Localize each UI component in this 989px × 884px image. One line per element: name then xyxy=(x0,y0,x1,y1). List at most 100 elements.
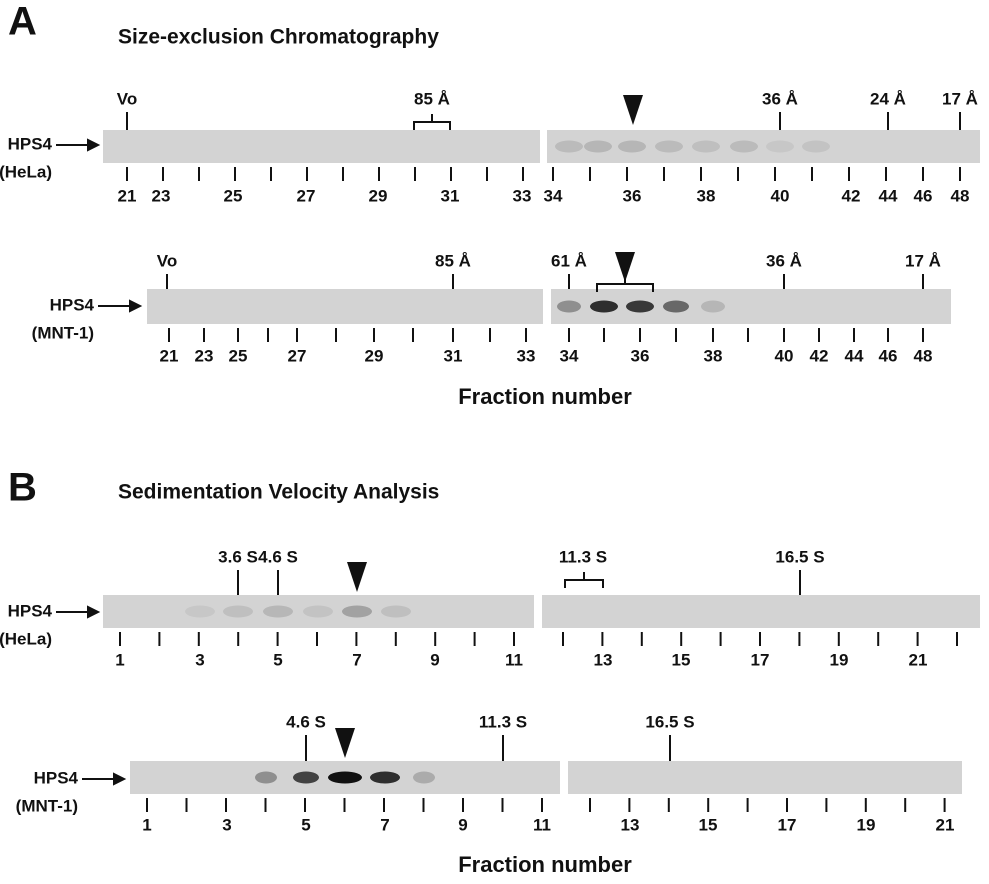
fraction-label: 15 xyxy=(672,650,691,669)
protein-arrow xyxy=(82,772,127,786)
band xyxy=(381,605,411,618)
fraction-label: 9 xyxy=(430,650,439,669)
fraction-label: 34 xyxy=(544,186,563,205)
panel-letter: B xyxy=(8,466,37,510)
marker-label: 36 Å xyxy=(766,251,802,270)
band xyxy=(255,771,277,784)
fraction-label: 42 xyxy=(842,186,861,205)
fraction-label: 36 xyxy=(631,346,650,365)
fraction-label: 7 xyxy=(380,815,389,834)
fraction-label: 29 xyxy=(369,186,388,205)
fraction-label: 33 xyxy=(513,186,532,205)
fraction-label: 25 xyxy=(229,346,248,365)
cell-line-label: (HeLa) xyxy=(0,629,52,648)
band xyxy=(584,140,612,153)
protein-label: HPS4 xyxy=(8,134,53,153)
protein-arrow xyxy=(56,605,101,619)
fraction-label: 15 xyxy=(699,815,718,834)
marker-label: Vo xyxy=(117,89,137,108)
marker-label: 16.5 S xyxy=(645,712,694,731)
fraction-label: 48 xyxy=(951,186,970,205)
fraction-label: 21 xyxy=(936,815,955,834)
marker-label: 17 Å xyxy=(905,251,941,270)
fraction-label: 25 xyxy=(224,186,243,205)
fraction-label: 40 xyxy=(775,346,794,365)
marker-label: 4.6 S xyxy=(286,712,326,731)
band xyxy=(413,771,435,784)
blot-strip xyxy=(103,130,540,163)
marker-label: 3.6 S xyxy=(218,547,258,566)
axis-title: Fraction number xyxy=(458,852,632,877)
fraction-label: 13 xyxy=(621,815,640,834)
marker-label: 11.3 S xyxy=(559,547,607,566)
fraction-label: 5 xyxy=(273,650,282,669)
panel-letter: A xyxy=(8,0,37,44)
fraction-label: 11 xyxy=(505,650,523,669)
fraction-label: 38 xyxy=(704,346,723,365)
fraction-label: 19 xyxy=(857,815,876,834)
fraction-label: 23 xyxy=(195,346,214,365)
protein-arrow xyxy=(98,299,143,313)
arrowhead xyxy=(623,95,643,125)
band xyxy=(293,771,319,784)
fraction-label: 3 xyxy=(222,815,231,834)
protein-label: HPS4 xyxy=(50,295,95,314)
fraction-label: 46 xyxy=(914,186,933,205)
fraction-label: 7 xyxy=(352,650,361,669)
arrowhead xyxy=(615,252,635,282)
band xyxy=(555,140,583,153)
fraction-label: 23 xyxy=(152,186,171,205)
marker-label: 85 Å xyxy=(435,251,471,270)
fraction-label: 1 xyxy=(115,650,124,669)
band xyxy=(618,140,646,153)
marker-label: 11.3 S xyxy=(479,712,527,731)
marker-label: 4.6 S xyxy=(258,547,298,566)
band xyxy=(185,605,215,618)
band xyxy=(701,300,725,313)
fraction-label: 11 xyxy=(533,815,551,834)
band xyxy=(370,771,400,784)
panel-title: Sedimentation Velocity Analysis xyxy=(118,481,439,504)
fraction-label: 17 xyxy=(778,815,797,834)
fraction-label: 1 xyxy=(142,815,151,834)
protein-label: HPS4 xyxy=(34,768,79,787)
bracket xyxy=(564,572,604,588)
arrowhead xyxy=(347,562,367,592)
marker-label: 85 Å xyxy=(414,89,450,108)
band xyxy=(626,300,654,313)
fraction-label: 3 xyxy=(195,650,204,669)
fraction-label: 42 xyxy=(810,346,829,365)
fraction-label: 36 xyxy=(623,186,642,205)
fraction-label: 27 xyxy=(297,186,316,205)
fraction-label: 21 xyxy=(160,346,179,365)
fraction-label: 38 xyxy=(697,186,716,205)
band xyxy=(223,605,253,618)
fraction-label: 48 xyxy=(914,346,933,365)
marker-label: 61 Å xyxy=(551,251,587,270)
band xyxy=(655,140,683,153)
fraction-label: 31 xyxy=(444,346,463,365)
band xyxy=(692,140,720,153)
fraction-label: 19 xyxy=(830,650,849,669)
arrowhead xyxy=(335,728,355,758)
band xyxy=(328,771,362,784)
fraction-label: 29 xyxy=(365,346,384,365)
blot-strip xyxy=(103,595,534,628)
band xyxy=(766,140,794,153)
blot-strip xyxy=(547,130,980,163)
fraction-label: 5 xyxy=(301,815,310,834)
marker-label: 24 Å xyxy=(870,89,906,108)
marker-label: 16.5 S xyxy=(775,547,824,566)
blot-strip xyxy=(147,289,543,324)
band xyxy=(303,605,333,618)
blot-strip xyxy=(568,761,962,794)
fraction-label: 27 xyxy=(288,346,307,365)
fraction-label: 21 xyxy=(118,186,137,205)
fraction-label: 34 xyxy=(560,346,579,365)
band xyxy=(802,140,830,153)
fraction-label: 17 xyxy=(751,650,770,669)
band xyxy=(590,300,618,313)
panel-title: Size-exclusion Chromatography xyxy=(118,26,439,49)
marker-label: Vo xyxy=(157,251,177,270)
